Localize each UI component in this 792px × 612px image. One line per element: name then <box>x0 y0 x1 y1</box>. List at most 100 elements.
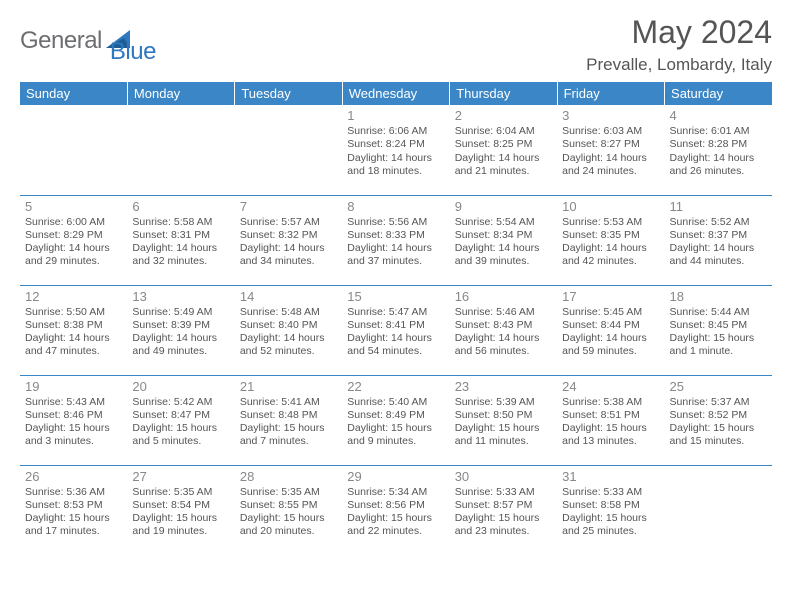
daylight-line: Daylight: 14 hours and 26 minutes. <box>670 152 767 178</box>
daylight-line: Daylight: 15 hours and 5 minutes. <box>132 422 229 448</box>
day-number: 6 <box>132 199 229 215</box>
sunrise-line: Sunrise: 6:03 AM <box>562 125 659 138</box>
calendar-cell: 1Sunrise: 6:06 AMSunset: 8:24 PMDaylight… <box>342 105 449 195</box>
sunset-line: Sunset: 8:55 PM <box>240 499 337 512</box>
sunset-line: Sunset: 8:56 PM <box>347 499 444 512</box>
sunset-line: Sunset: 8:41 PM <box>347 319 444 332</box>
daylight-line: Daylight: 15 hours and 20 minutes. <box>240 512 337 538</box>
calendar-cell: 2Sunrise: 6:04 AMSunset: 8:25 PMDaylight… <box>450 105 557 195</box>
calendar-cell: 10Sunrise: 5:53 AMSunset: 8:35 PMDayligh… <box>557 195 664 285</box>
day-number: 7 <box>240 199 337 215</box>
calendar-cell: 6Sunrise: 5:58 AMSunset: 8:31 PMDaylight… <box>127 195 234 285</box>
day-number: 22 <box>347 379 444 395</box>
calendar-cell: 19Sunrise: 5:43 AMSunset: 8:46 PMDayligh… <box>20 375 127 465</box>
day-number: 17 <box>562 289 659 305</box>
sunrise-line: Sunrise: 5:58 AM <box>132 216 229 229</box>
calendar-cell: 12Sunrise: 5:50 AMSunset: 8:38 PMDayligh… <box>20 285 127 375</box>
daylight-line: Daylight: 14 hours and 39 minutes. <box>455 242 552 268</box>
day-number: 13 <box>132 289 229 305</box>
daylight-line: Daylight: 14 hours and 24 minutes. <box>562 152 659 178</box>
sunrise-line: Sunrise: 5:35 AM <box>132 486 229 499</box>
day-number: 4 <box>670 108 767 124</box>
sunset-line: Sunset: 8:25 PM <box>455 138 552 151</box>
weekday-sun: Sunday <box>20 82 127 105</box>
daylight-line: Daylight: 14 hours and 47 minutes. <box>25 332 122 358</box>
sunset-line: Sunset: 8:40 PM <box>240 319 337 332</box>
daylight-line: Daylight: 15 hours and 11 minutes. <box>455 422 552 448</box>
sunrise-line: Sunrise: 5:33 AM <box>562 486 659 499</box>
weekday-fri: Friday <box>557 82 664 105</box>
sunrise-line: Sunrise: 6:06 AM <box>347 125 444 138</box>
sunset-line: Sunset: 8:24 PM <box>347 138 444 151</box>
calendar-body: 1Sunrise: 6:06 AMSunset: 8:24 PM Daylight… <box>20 105 772 555</box>
sunrise-line: Sunrise: 5:40 AM <box>347 396 444 409</box>
sunset-line: Sunset: 8:34 PM <box>455 229 552 242</box>
month-title: May 2024 <box>586 14 772 51</box>
daylight-line: Daylight: 14 hours and 54 minutes. <box>347 332 444 358</box>
sunset-line: Sunset: 8:58 PM <box>562 499 659 512</box>
sunrise-line: Sunrise: 5:39 AM <box>455 396 552 409</box>
calendar-cell: 15Sunrise: 5:47 AMSunset: 8:41 PMDayligh… <box>342 285 449 375</box>
sunset-line: Sunset: 8:39 PM <box>132 319 229 332</box>
sunrise-line: Sunrise: 5:54 AM <box>455 216 552 229</box>
daylight-line: Daylight: 14 hours and 29 minutes. <box>25 242 122 268</box>
day-number: 25 <box>670 379 767 395</box>
calendar-cell: 27Sunrise: 5:35 AMSunset: 8:54 PMDayligh… <box>127 465 234 555</box>
header: General Blue May 2024 Prevalle, Lombardy… <box>20 14 772 82</box>
day-number: 3 <box>562 108 659 124</box>
sunrise-line: Sunrise: 5:53 AM <box>562 216 659 229</box>
daylight-line: Daylight: 15 hours and 19 minutes. <box>132 512 229 538</box>
logo-text-blue: Blue <box>110 38 156 65</box>
day-number: 5 <box>25 199 122 215</box>
day-number: 9 <box>455 199 552 215</box>
calendar-cell: 5Sunrise: 6:00 AMSunset: 8:29 PMDaylight… <box>20 195 127 285</box>
calendar-cell: 28Sunrise: 5:35 AMSunset: 8:55 PMDayligh… <box>235 465 342 555</box>
sunrise-line: Sunrise: 5:56 AM <box>347 216 444 229</box>
calendar-table: Sunday Monday Tuesday Wednesday Thursday… <box>20 82 772 555</box>
daylight-line: Daylight: 14 hours and 37 minutes. <box>347 242 444 268</box>
day-number: 1 <box>347 108 444 124</box>
sunset-line: Sunset: 8:53 PM <box>25 499 122 512</box>
weekday-mon: Monday <box>127 82 234 105</box>
calendar-cell <box>20 105 127 195</box>
calendar-cell: 7Sunrise: 5:57 AMSunset: 8:32 PMDaylight… <box>235 195 342 285</box>
day-number: 10 <box>562 199 659 215</box>
daylight-line: Daylight: 15 hours and 25 minutes. <box>562 512 659 538</box>
sunset-line: Sunset: 8:32 PM <box>240 229 337 242</box>
calendar-row: 1Sunrise: 6:06 AMSunset: 8:24 PM Daylight… <box>20 105 772 195</box>
day-number: 24 <box>562 379 659 395</box>
calendar-cell: 26Sunrise: 5:36 AMSunset: 8:53 PMDayligh… <box>20 465 127 555</box>
daylight-line: Daylight: 15 hours and 1 minute. <box>670 332 767 358</box>
sunset-line: Sunset: 8:43 PM <box>455 319 552 332</box>
calendar-row: 12Sunrise: 5:50 AMSunset: 8:38 PMDayligh… <box>20 285 772 375</box>
sunset-line: Sunset: 8:52 PM <box>670 409 767 422</box>
calendar-cell: 25Sunrise: 5:37 AMSunset: 8:52 PMDayligh… <box>665 375 772 465</box>
sunrise-line: Sunrise: 5:35 AM <box>240 486 337 499</box>
day-number: 29 <box>347 469 444 485</box>
weekday-sat: Saturday <box>665 82 772 105</box>
sunset-line: Sunset: 8:31 PM <box>132 229 229 242</box>
day-number: 2 <box>455 108 552 124</box>
daylight-line: Daylight: 15 hours and 17 minutes. <box>25 512 122 538</box>
daylight-line: Daylight: 14 hours and 32 minutes. <box>132 242 229 268</box>
sunrise-line: Sunrise: 5:47 AM <box>347 306 444 319</box>
sunrise-line: Sunrise: 5:52 AM <box>670 216 767 229</box>
day-number: 15 <box>347 289 444 305</box>
sunrise-line: Sunrise: 5:33 AM <box>455 486 552 499</box>
calendar-cell: 16Sunrise: 5:46 AMSunset: 8:43 PMDayligh… <box>450 285 557 375</box>
calendar-cell: 24Sunrise: 5:38 AMSunset: 8:51 PMDayligh… <box>557 375 664 465</box>
calendar-cell: 3Sunrise: 6:03 AMSunset: 8:27 PMDaylight… <box>557 105 664 195</box>
calendar-cell <box>127 105 234 195</box>
sunset-line: Sunset: 8:57 PM <box>455 499 552 512</box>
sunset-line: Sunset: 8:28 PM <box>670 138 767 151</box>
calendar-row: 26Sunrise: 5:36 AMSunset: 8:53 PMDayligh… <box>20 465 772 555</box>
sunrise-line: Sunrise: 5:50 AM <box>25 306 122 319</box>
day-number: 8 <box>347 199 444 215</box>
day-number: 26 <box>25 469 122 485</box>
daylight-line: Daylight: 14 hours and 49 minutes. <box>132 332 229 358</box>
sunrise-line: Sunrise: 5:48 AM <box>240 306 337 319</box>
calendar-cell: 18Sunrise: 5:44 AMSunset: 8:45 PMDayligh… <box>665 285 772 375</box>
sunrise-line: Sunrise: 5:57 AM <box>240 216 337 229</box>
day-number: 31 <box>562 469 659 485</box>
calendar-cell: 17Sunrise: 5:45 AMSunset: 8:44 PMDayligh… <box>557 285 664 375</box>
